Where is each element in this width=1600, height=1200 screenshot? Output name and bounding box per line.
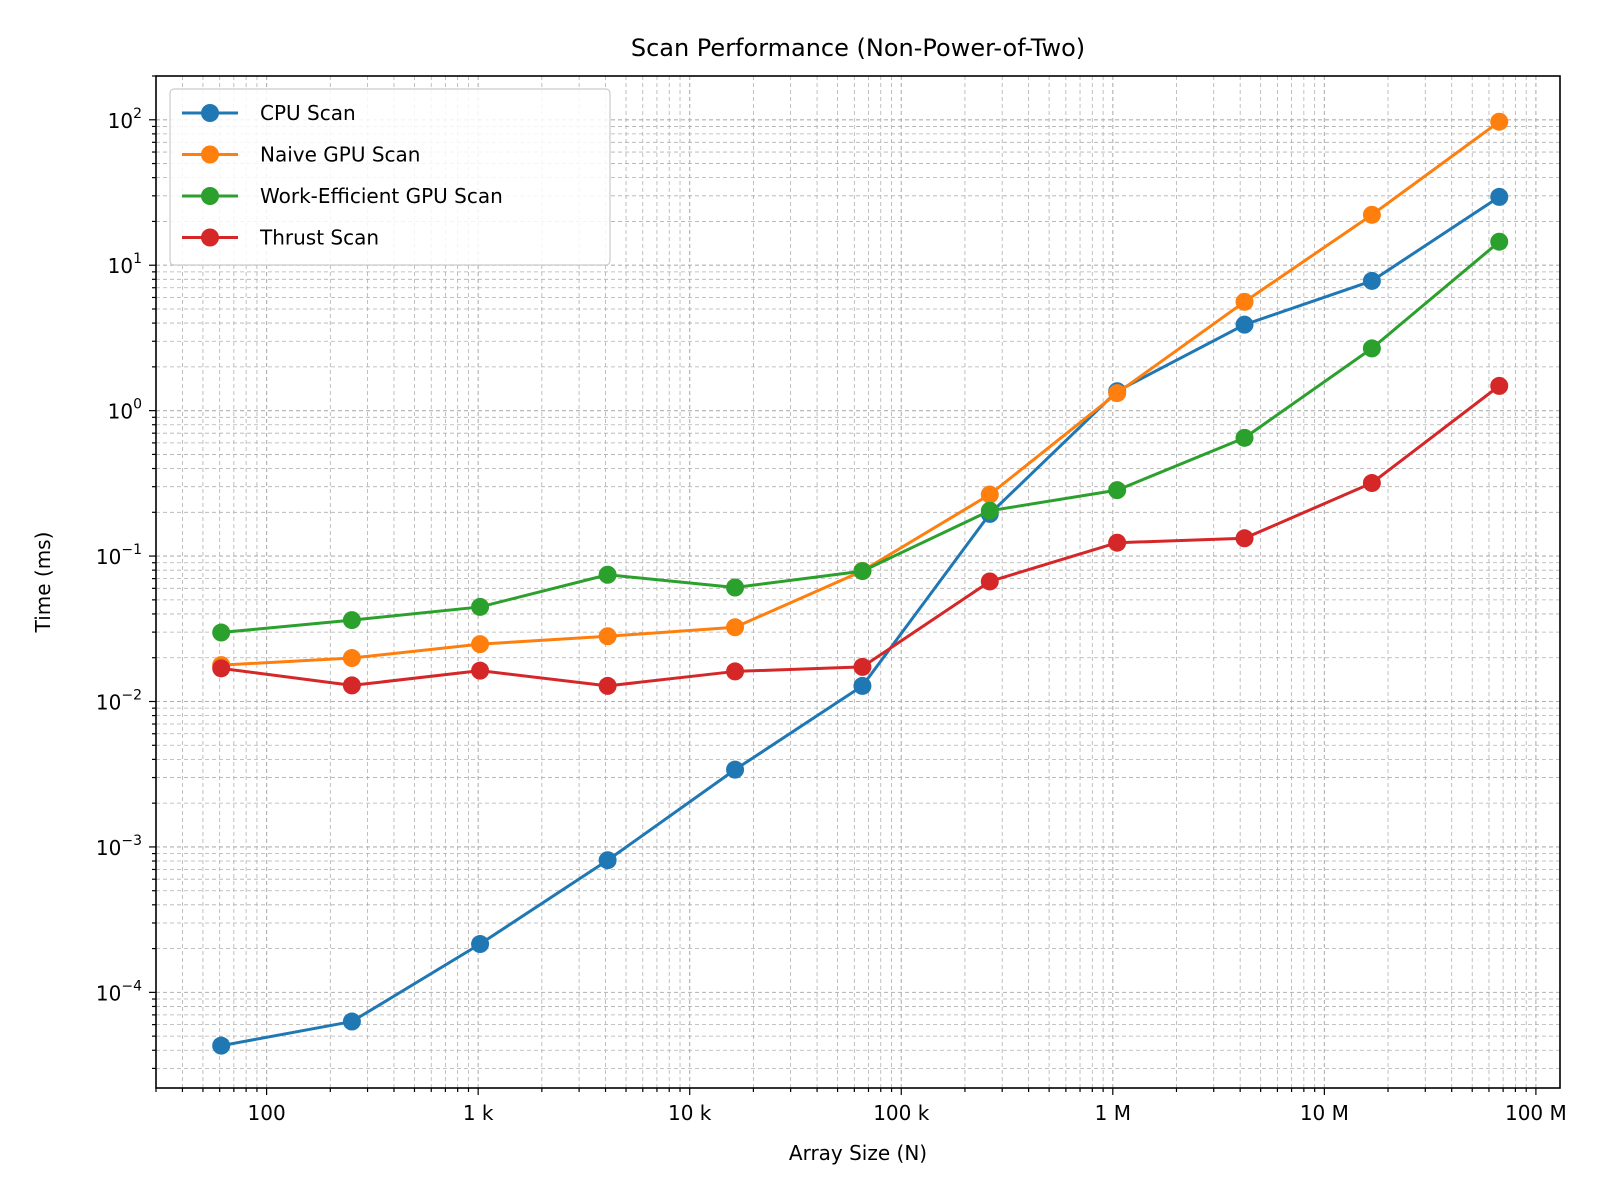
- plot-frame: [155, 75, 1561, 1089]
- y-tick-label: 101: [108, 251, 142, 278]
- y-tick-label: 100: [108, 397, 142, 424]
- data-point: [598, 676, 617, 695]
- series-3: [212, 376, 1509, 695]
- data-point: [471, 661, 490, 680]
- data-point: [1362, 205, 1381, 224]
- data-point: [1235, 292, 1254, 311]
- x-axis-ticks: 100 1 k 10 k 100 k 1 M 10 M 100 M: [155, 1088, 1567, 1125]
- data-point: [1235, 428, 1254, 447]
- y-tick-label: 10−4: [96, 978, 142, 1005]
- legend-label: CPU Scan: [260, 101, 356, 125]
- legend-label: Thrust Scan: [259, 226, 379, 250]
- x-tick-label: 10 k: [668, 1101, 712, 1125]
- data-point: [1235, 529, 1254, 548]
- data-point: [726, 618, 745, 637]
- data-point: [342, 649, 361, 668]
- data-point: [1235, 315, 1254, 334]
- series-0: [212, 187, 1509, 1055]
- legend-label: Work-Efficient GPU Scan: [260, 184, 503, 208]
- legend-swatch-marker: [201, 228, 219, 247]
- x-tick-label: 100 k: [873, 1101, 930, 1125]
- data-point: [342, 611, 361, 630]
- data-point: [1108, 533, 1127, 552]
- y-tick-label: 10−1: [96, 542, 142, 569]
- data-point: [1362, 339, 1381, 358]
- legend-item: CPU Scan: [182, 101, 356, 125]
- x-tick-label: 10 M: [1300, 1101, 1349, 1125]
- legend-box: [169, 88, 611, 266]
- data-point: [471, 597, 490, 616]
- data-point: [980, 501, 999, 520]
- data-point: [212, 623, 231, 642]
- series-2: [212, 232, 1509, 642]
- legend-swatch-marker: [201, 104, 219, 122]
- data-point: [1108, 481, 1127, 500]
- data-point: [726, 760, 745, 779]
- legend-swatch-marker: [201, 145, 219, 164]
- x-tick-label: 100: [248, 1101, 286, 1125]
- legend-item: Naive GPU Scan: [182, 143, 420, 167]
- data-point: [1490, 187, 1509, 206]
- data-point: [726, 578, 745, 597]
- data-point: [212, 1036, 231, 1055]
- x-axis-label: Array Size (N): [789, 1141, 927, 1165]
- data-point: [471, 635, 490, 654]
- data-point: [342, 1012, 361, 1031]
- data-point: [853, 657, 872, 676]
- y-tick-label: 10−3: [96, 833, 142, 860]
- legend-label: Naive GPU Scan: [260, 143, 420, 167]
- data-point: [853, 676, 872, 695]
- data-point: [853, 562, 872, 581]
- data-point: [980, 485, 999, 504]
- data-point: [342, 676, 361, 695]
- data-point: [598, 627, 617, 646]
- legend-item: Thrust Scan: [182, 226, 379, 250]
- x-tick-label: 1 k: [463, 1101, 494, 1125]
- data-point: [212, 659, 231, 678]
- data-point: [1362, 271, 1381, 290]
- x-tick-label: 1 M: [1095, 1101, 1131, 1125]
- chart-title: Scan Performance (Non-Power-of-Two): [631, 34, 1085, 62]
- data-point: [598, 565, 617, 584]
- data-point: [980, 572, 999, 591]
- legend-item: Work-Efficient GPU Scan: [182, 184, 503, 208]
- data-point: [1490, 376, 1509, 395]
- y-tick-label: 102: [108, 106, 142, 133]
- x-tick-label: 100 M: [1505, 1101, 1567, 1125]
- data-point: [726, 662, 745, 681]
- legend: CPU Scan Naive GPU Scan Work-Efficient GPU…: [169, 88, 611, 266]
- y-axis-label: Time (ms): [31, 532, 55, 634]
- data-point: [471, 935, 490, 954]
- series-line: [220, 195, 1501, 1048]
- series-line: [221, 384, 1501, 688]
- data-point: [1490, 232, 1509, 251]
- legend-swatch-marker: [201, 187, 219, 205]
- data-point: [598, 851, 617, 870]
- series-layer: [212, 112, 1509, 1055]
- data-point: [1108, 384, 1127, 403]
- y-axis-ticks: 10−4 10−3 10−2 10−1 100 101 102: [96, 75, 156, 1070]
- y-tick-label: 10−2: [96, 688, 142, 715]
- data-point: [1490, 112, 1509, 131]
- data-point: [1362, 474, 1381, 493]
